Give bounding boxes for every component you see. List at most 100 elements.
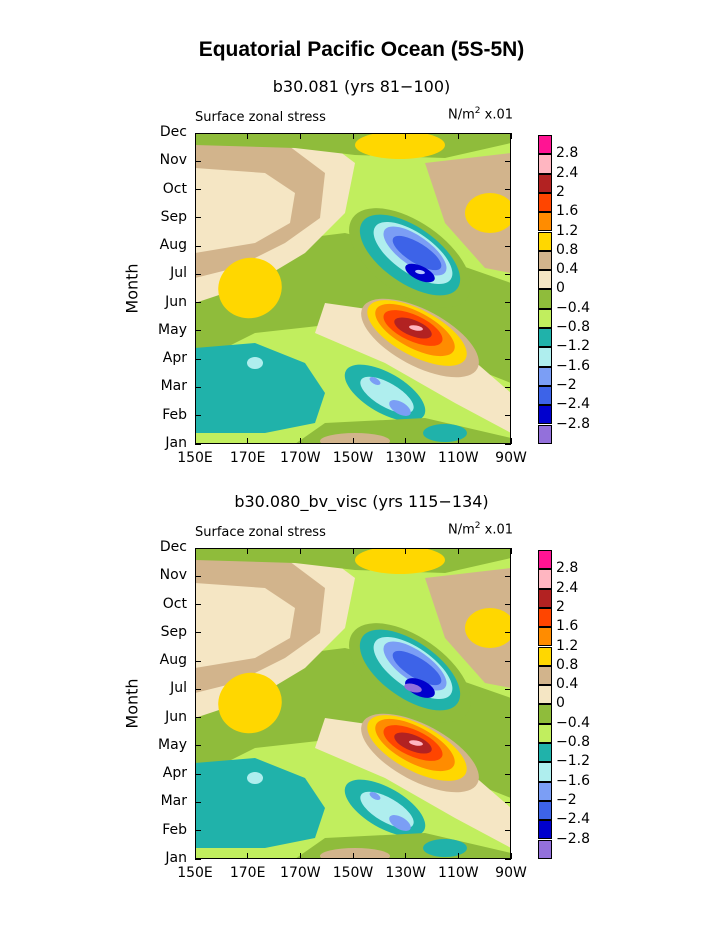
field-yellow-left: [218, 672, 282, 734]
colorbar-box: [538, 646, 552, 666]
field-cream-diag: [315, 718, 511, 848]
colorbar-box: [538, 762, 552, 782]
colorbar-box: [538, 685, 552, 705]
x-tick-label: 130W: [385, 865, 426, 881]
y-tick-right: [505, 217, 511, 219]
colorbar-label: 0: [556, 695, 565, 712]
field-teal-bottom: [423, 424, 467, 442]
y-tick: [195, 688, 201, 690]
colorbar-box: [538, 173, 552, 193]
contour-svg: [195, 548, 511, 859]
x-tick-label: 170E: [229, 865, 266, 881]
colorbar-label: 1.2: [556, 637, 579, 654]
field-neg-20: [392, 650, 442, 686]
x-tick: [352, 438, 354, 444]
colorbar-box: [538, 405, 552, 425]
colorbar-box: [538, 665, 552, 686]
field-cream-inner: [195, 168, 295, 253]
field-pos-24: [409, 740, 423, 746]
x-tick: [299, 853, 301, 859]
field-yellow-top: [355, 133, 445, 159]
colorbar-box: [538, 839, 552, 859]
field-teal-left-spot: [247, 772, 263, 784]
colorbar-label: 0.8: [556, 241, 579, 258]
field-neg-core: [415, 269, 425, 275]
colorbar-label: −1.2: [556, 338, 590, 355]
field-teal-left: [195, 343, 325, 433]
x-tick: [247, 853, 249, 859]
x-tick-label: 150E: [177, 865, 213, 881]
y-tick: [195, 773, 201, 775]
colorbar-box: [538, 308, 552, 328]
y-tick-label: Oct: [162, 595, 187, 612]
y-tick: [195, 302, 201, 304]
x-tick-top: [405, 133, 407, 139]
colorbar-box: [538, 820, 552, 840]
y-tick-right: [505, 302, 511, 304]
y-tick: [195, 745, 201, 747]
x-tick-top: [405, 548, 407, 554]
x-tick-top: [247, 548, 249, 554]
y-tick-label: May: [158, 321, 187, 338]
y-tick-label: Oct: [162, 180, 187, 197]
y-tick-right: [505, 358, 511, 360]
field-blue-right-small: [369, 377, 381, 385]
y-tick-label: Aug: [159, 237, 187, 254]
x-tick-label: 110W: [438, 450, 479, 466]
y-tick-right: [505, 688, 511, 690]
y-tick-label: Jun: [165, 708, 187, 725]
y-tick-right: [505, 801, 511, 803]
y-tick: [195, 547, 201, 549]
x-tick: [457, 438, 459, 444]
colorbar-label: 1.6: [556, 203, 579, 220]
y-tick-right: [505, 160, 511, 162]
x-tick-top: [299, 133, 301, 139]
colorbar-box: [538, 270, 552, 290]
field-teal-left-spot: [247, 357, 263, 369]
colorbar-box: [538, 250, 552, 271]
field-blue-right: [389, 815, 411, 831]
colorbar-box: [538, 192, 552, 213]
y-tick-label: Apr: [162, 765, 187, 782]
units-main: N/m: [447, 522, 475, 538]
x-tick-top: [457, 548, 459, 554]
colorbar-label: 0: [556, 280, 565, 297]
field-tan-bottom: [320, 433, 390, 444]
colorbar-label: −2.4: [556, 396, 590, 413]
x-tick-top: [352, 133, 354, 139]
colorbar-label: −0.4: [556, 714, 590, 731]
field-cream-diag: [315, 303, 511, 433]
y-tick: [195, 358, 201, 360]
y-tick: [195, 386, 201, 388]
colorbar-label: −2.4: [556, 811, 590, 828]
colorbar-box: [538, 212, 552, 232]
y-tick: [195, 801, 201, 803]
y-tick-right: [505, 717, 511, 719]
colorbar-box: [538, 385, 552, 406]
colorbar-box: [538, 743, 552, 763]
colorbar-box: [538, 588, 552, 608]
units-tail: x.01: [480, 522, 513, 538]
colorbar-label: 1.2: [556, 222, 579, 239]
y-tick-label: Dec: [159, 124, 187, 140]
colorbar-label: 2.4: [556, 164, 579, 181]
y-tick-label: Sep: [160, 208, 187, 225]
field-neg-28: [404, 683, 422, 693]
y-tick-label: Aug: [159, 652, 187, 669]
colorbar-box: [538, 135, 552, 155]
y-tick-right: [505, 604, 511, 606]
y-tick: [195, 217, 201, 219]
y-tick-label: Mar: [160, 378, 187, 395]
panel-title: b30.080_bv_visc (yrs 115−134): [234, 492, 489, 511]
units-label: N/m2 x.01: [448, 521, 513, 537]
y-tick-label: Sep: [160, 623, 187, 640]
y-tick: [195, 632, 201, 634]
colorbar-label: −2: [556, 791, 577, 808]
x-tick-label: 170E: [229, 450, 266, 466]
x-tick-label: 130W: [385, 450, 426, 466]
field-tan-bottom: [320, 848, 390, 859]
field-pos-24: [409, 325, 423, 331]
y-tick-label: Dec: [159, 539, 187, 555]
x-tick: [194, 438, 196, 444]
x-tick-top: [247, 133, 249, 139]
